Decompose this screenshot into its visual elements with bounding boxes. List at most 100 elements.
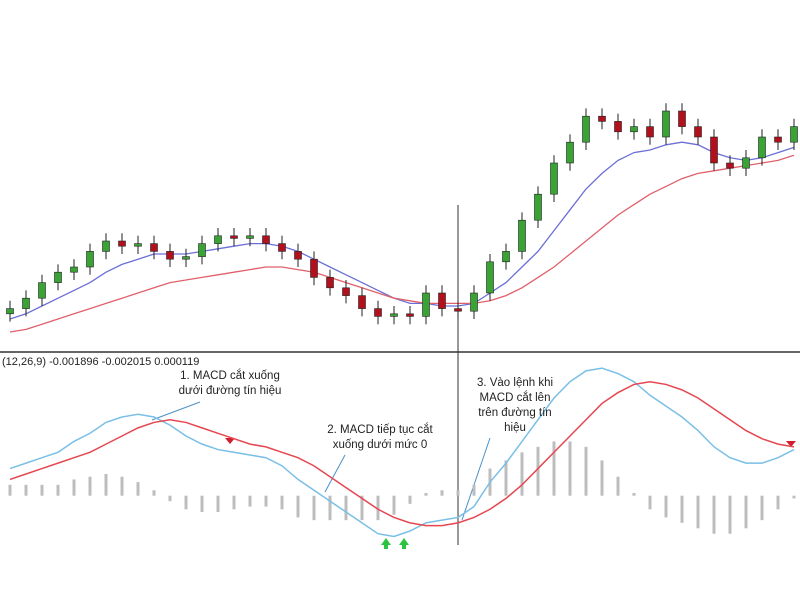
- histogram-bar: [168, 495, 172, 502]
- histogram-bar: [760, 495, 764, 521]
- histogram-bar: [280, 495, 284, 510]
- histogram-bar: [568, 441, 572, 496]
- histogram-bar: [712, 495, 716, 534]
- histogram-bar: [392, 495, 396, 515]
- candle-body: [710, 136, 718, 164]
- histogram-bar: [792, 495, 796, 499]
- candle-body: [278, 243, 286, 252]
- candle-body: [614, 121, 622, 133]
- histogram-bar: [664, 495, 668, 518]
- macd-line: [9, 380, 795, 527]
- histogram-bar: [232, 495, 236, 510]
- candle-body: [6, 308, 14, 315]
- histogram-bar: [744, 495, 748, 529]
- histogram-bar: [24, 484, 28, 496]
- annotation: dưới đường tín hiệu: [179, 385, 282, 397]
- annotation: 2. MACD tiếp tục cắt: [327, 423, 433, 436]
- histogram-bar: [616, 476, 620, 496]
- histogram-bar: [184, 495, 188, 510]
- candle-body: [726, 162, 734, 169]
- candle-body: [358, 295, 366, 309]
- histogram-bar: [8, 484, 12, 496]
- histogram-bar: [88, 476, 92, 496]
- candle-body: [774, 136, 782, 143]
- indicator-label: (12,26,9) -0.001896 -0.002015 0.000119: [2, 356, 199, 368]
- candle-body: [134, 243, 142, 247]
- candle-body: [166, 251, 174, 260]
- candle-body: [758, 136, 766, 159]
- candle-body: [502, 251, 510, 263]
- candle-body: [150, 243, 158, 252]
- histogram-bar: [40, 484, 44, 496]
- candle-body: [630, 126, 638, 133]
- candle-body: [54, 271, 62, 283]
- annotation: MACD cắt lên: [480, 391, 551, 404]
- candle-body: [742, 157, 750, 169]
- buy-marker: [399, 538, 409, 549]
- annotation-arrows: [151, 401, 491, 521]
- candle-body: [534, 193, 542, 221]
- candle-body: [182, 256, 190, 260]
- candle-body: [678, 110, 686, 127]
- annotation: hiệu: [504, 422, 526, 434]
- annotation: 1. MACD cắt xuống: [180, 369, 280, 382]
- candle-body: [70, 266, 78, 273]
- candle-body: [374, 308, 382, 317]
- candle-body: [454, 308, 462, 312]
- candle-body: [790, 126, 798, 143]
- candle-body: [566, 141, 574, 164]
- histogram-bar: [504, 460, 508, 496]
- histogram-bar: [472, 484, 476, 496]
- histogram-bar: [440, 490, 444, 496]
- candle-body: [422, 292, 430, 317]
- histogram-bar: [520, 452, 524, 496]
- candle-body: [694, 126, 702, 138]
- moving-average: [9, 154, 795, 333]
- annotation: 3. Vào lệnh khi: [477, 377, 553, 389]
- candle-body: [22, 297, 30, 309]
- histogram-bar: [648, 495, 652, 510]
- histogram-bar: [152, 490, 156, 496]
- histogram-bar: [456, 490, 460, 496]
- candle-body: [326, 277, 334, 289]
- candle-body: [310, 258, 318, 278]
- histogram-bar: [600, 460, 604, 496]
- candle-body: [342, 287, 350, 296]
- candle-body: [438, 292, 446, 309]
- candle-body: [406, 313, 414, 317]
- histogram-bar: [200, 495, 204, 512]
- histogram-bar: [376, 495, 380, 521]
- histogram-bar: [328, 495, 332, 521]
- sell-marker: [786, 441, 796, 447]
- candle-body: [38, 282, 46, 299]
- histogram-bar: [136, 482, 140, 496]
- histogram-bar: [72, 479, 76, 496]
- candle-body: [198, 243, 206, 257]
- histogram-bar: [360, 495, 364, 521]
- histogram-bar: [632, 493, 636, 496]
- candle-body: [550, 162, 558, 195]
- macd-line: [9, 367, 795, 538]
- buy-marker: [381, 538, 391, 549]
- histogram-bar: [344, 495, 348, 521]
- histogram-bar: [120, 476, 124, 496]
- candle-body: [662, 110, 670, 138]
- candle-body: [582, 115, 590, 143]
- candle-body: [118, 240, 126, 247]
- moving-average: [9, 141, 795, 320]
- candle-body: [470, 292, 478, 312]
- histogram-bar: [536, 446, 540, 496]
- candle-body: [390, 313, 398, 317]
- histogram-bar: [728, 495, 732, 534]
- candle-body: [102, 240, 110, 252]
- histogram-bar: [312, 495, 316, 521]
- candle-body: [646, 126, 654, 138]
- candle-body: [86, 251, 94, 268]
- sell-marker: [225, 438, 235, 444]
- candle-body: [246, 235, 254, 239]
- candle-body: [486, 261, 494, 294]
- candle-body: [230, 235, 238, 239]
- candle-body: [214, 235, 222, 244]
- annotation: xuống dưới mức 0: [333, 439, 428, 451]
